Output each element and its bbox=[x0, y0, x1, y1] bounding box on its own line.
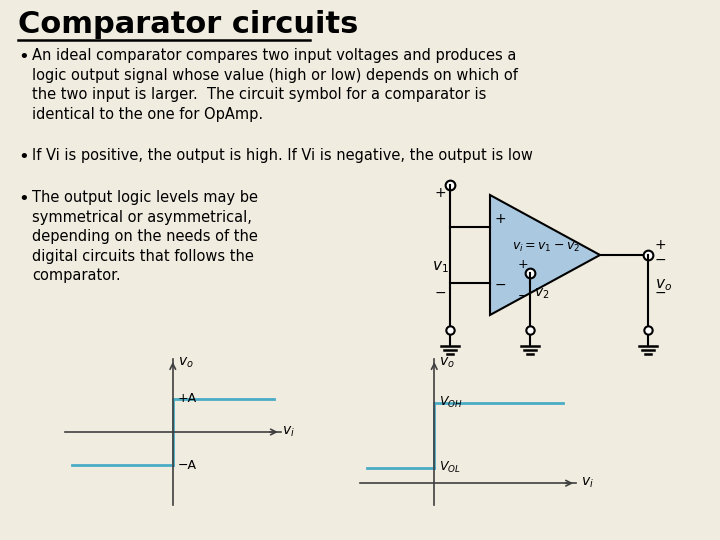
Text: $v_o$: $v_o$ bbox=[178, 356, 194, 370]
Text: $v_i$: $v_i$ bbox=[282, 425, 295, 439]
Text: Comparator circuits: Comparator circuits bbox=[18, 10, 359, 39]
Text: +: + bbox=[435, 186, 446, 200]
Text: −: − bbox=[495, 278, 507, 292]
Text: $v_o$: $v_o$ bbox=[655, 277, 672, 293]
Text: $v_i$: $v_i$ bbox=[581, 476, 594, 490]
Text: If Vi is positive, the output is high. If Vi is negative, the output is low: If Vi is positive, the output is high. I… bbox=[32, 148, 533, 163]
Text: $V_{OH}$: $V_{OH}$ bbox=[439, 395, 463, 410]
Text: −: − bbox=[518, 290, 528, 303]
Text: The output logic levels may be
symmetrical or asymmetrical,
depending on the nee: The output logic levels may be symmetric… bbox=[32, 190, 258, 284]
Text: −: − bbox=[655, 286, 667, 300]
Text: •: • bbox=[18, 148, 29, 166]
Text: +: + bbox=[518, 258, 528, 271]
Text: $v_2$: $v_2$ bbox=[534, 287, 549, 301]
Polygon shape bbox=[490, 195, 600, 315]
Text: •: • bbox=[18, 48, 29, 66]
Text: +A: +A bbox=[178, 393, 197, 406]
Text: •: • bbox=[18, 190, 29, 208]
Text: $v_i = v_1 - v_2$: $v_i = v_1 - v_2$ bbox=[512, 240, 580, 254]
Text: −: − bbox=[655, 253, 667, 267]
Text: −: − bbox=[435, 286, 446, 300]
Text: $v_1$: $v_1$ bbox=[432, 260, 449, 275]
Text: +: + bbox=[655, 238, 667, 252]
Text: +: + bbox=[495, 212, 507, 226]
Text: $V_{OL}$: $V_{OL}$ bbox=[439, 460, 461, 475]
Text: $v_o$: $v_o$ bbox=[439, 356, 455, 370]
Text: An ideal comparator compares two input voltages and produces a
logic output sign: An ideal comparator compares two input v… bbox=[32, 48, 518, 122]
Text: −A: −A bbox=[178, 458, 197, 471]
